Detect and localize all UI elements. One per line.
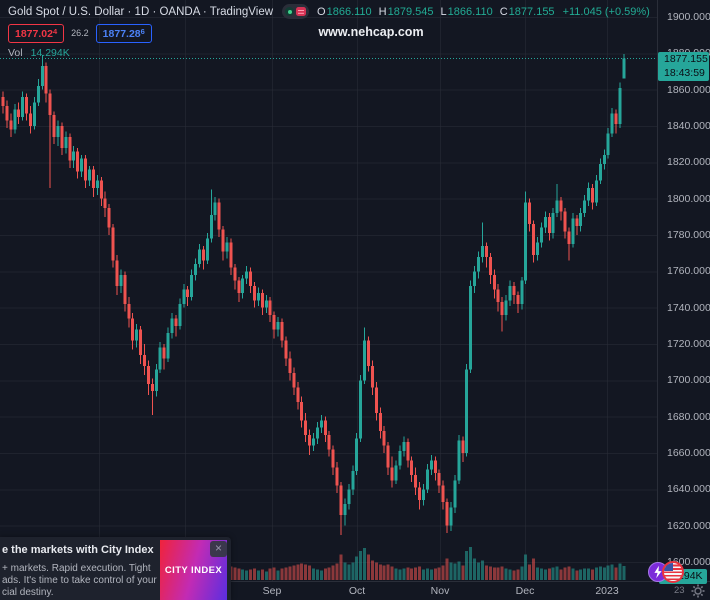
list-icon — [296, 7, 307, 16]
price-axis-label: 1740.000 — [667, 301, 710, 314]
price-axis-label: 1820.000 — [667, 156, 710, 169]
current-price-value: 1877.155 — [664, 53, 708, 65]
price-axis-label: 1640.000 — [667, 483, 710, 496]
open-value: 1866.110 — [326, 5, 372, 18]
price-axis-label: 1840.000 — [667, 120, 710, 132]
ad-body-line: + markets. Rapid execution. Tight — [2, 563, 151, 574]
ohlc-readout: O1866.110 H1879.545 L1866.110 C1877.155 … — [317, 5, 650, 18]
volume-legend: Vol 14.294K — [8, 47, 70, 59]
price-axis-label: 1780.000 — [667, 229, 710, 241]
timezone-partial-text: 23 — [674, 585, 685, 596]
price-axis-label: 1860.000 — [667, 83, 710, 96]
change-value: +11.045 (+0.59%) — [562, 5, 650, 18]
watermark-text: www.nehcap.com — [318, 25, 424, 39]
ad-title: e the markets with City Index — [2, 544, 154, 556]
bar-countdown: 18:43:59 — [664, 67, 705, 79]
time-axis-label: Dec — [515, 585, 535, 597]
time-axis-label: 2023 — [595, 585, 619, 597]
price-axis-label: 1760.000 — [667, 265, 710, 278]
live-dot-icon — [285, 7, 295, 16]
high-value: 1879.545 — [387, 5, 434, 18]
live-status-toggle[interactable] — [282, 4, 310, 19]
ad-body-line: cial destiny. — [2, 587, 54, 598]
settings-gear-icon[interactable] — [691, 584, 705, 598]
ad-close-button[interactable]: × — [210, 541, 227, 557]
time-axis-label: Oct — [348, 585, 366, 597]
low-value: 1866.110 — [447, 5, 493, 18]
time-axis-label: Nov — [430, 585, 450, 597]
current-price-badge: 1877.155 18:43:59 — [658, 52, 709, 81]
candlestick-chart-canvas[interactable] — [0, 0, 657, 581]
price-axis-label: 1720.000 — [667, 338, 710, 350]
sell-bid-button[interactable]: 1877.024 — [8, 23, 65, 43]
symbol-title[interactable]: Gold Spot / U.S. Dollar · 1D · OANDA · T… — [8, 5, 274, 18]
price-axis-label: 1900.000 — [667, 11, 710, 23]
price-axis-label: 1700.000 — [667, 374, 710, 387]
price-axis-label: 1620.000 — [667, 519, 710, 532]
time-axis-label: Sep — [262, 585, 282, 597]
ad-banner: e the markets with City Index + markets.… — [0, 537, 231, 600]
ad-body-line: ads. It's time to take control of your — [2, 575, 157, 586]
price-axis-label: 1800.000 — [667, 192, 710, 205]
close-value: 1877.155 — [508, 5, 555, 18]
price-axis-label: 1680.000 — [667, 410, 710, 423]
price-axis[interactable]: 1900.0001880.0001860.0001840.0001820.000… — [657, 0, 710, 581]
symbol-pair-logos — [648, 561, 688, 585]
volume-value: 14.294K — [30, 47, 70, 59]
buy-ask-button[interactable]: 1877.286 — [95, 23, 152, 43]
us-flag-icon — [662, 561, 684, 583]
price-axis-label: 1660.000 — [667, 447, 710, 459]
spread-value: 26.2 — [71, 28, 89, 38]
